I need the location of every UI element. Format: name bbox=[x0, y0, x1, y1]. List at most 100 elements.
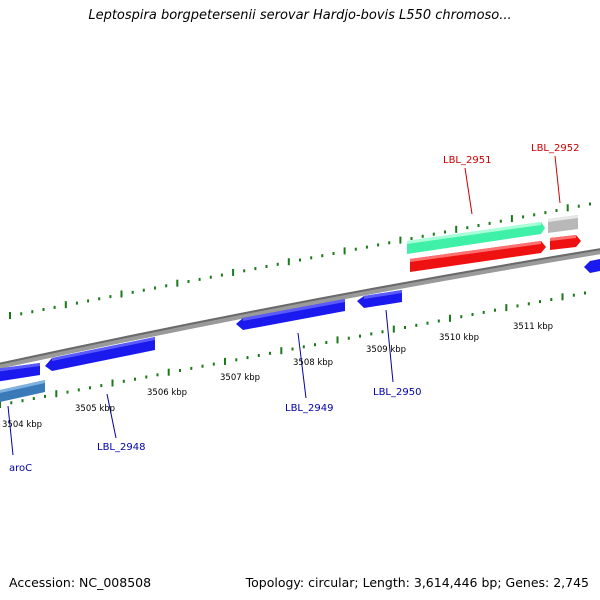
upper-scale-tick bbox=[187, 280, 190, 283]
upper-scale-tick bbox=[254, 267, 257, 271]
gene-label-aroC[interactable]: aroC bbox=[9, 463, 32, 474]
scale-labels: 3504 kbp 3505 kbp 3506 kbp 3507 kbp 3508… bbox=[2, 322, 553, 430]
genome-summary-text: Topology: circular; Length: 3,614,446 bp… bbox=[245, 575, 589, 590]
upper-scale-tick bbox=[444, 230, 446, 234]
gene-label-LBL_2949[interactable]: LBL_2949 bbox=[285, 403, 333, 414]
upper-scale-tick bbox=[154, 286, 156, 290]
upper-scale-tick bbox=[466, 226, 469, 230]
upper-scale-tick bbox=[75, 301, 78, 305]
upper-scale-tick bbox=[399, 236, 402, 244]
upper-scale-tick bbox=[455, 225, 458, 233]
gene-arrow-right-edge[interactable] bbox=[584, 258, 600, 273]
lower-scale-tick bbox=[257, 354, 260, 357]
upper-scale-tick bbox=[198, 277, 201, 281]
upper-scale-tick bbox=[522, 215, 525, 219]
scale-label-3504: 3504 kbp bbox=[2, 420, 42, 430]
lower-scale-tick bbox=[190, 366, 193, 370]
lower-scale-tick bbox=[122, 379, 125, 383]
gene-arrow-LBL_2951[interactable] bbox=[410, 241, 546, 272]
chromosome-backbone bbox=[0, 248, 600, 369]
upper-scale-tick bbox=[64, 301, 67, 309]
lower-scale-tick bbox=[77, 388, 80, 392]
upper-scale-tick bbox=[354, 247, 357, 251]
lower-scale-tick bbox=[44, 394, 46, 398]
upper-scale-tick bbox=[276, 262, 279, 266]
upper-scale-tick bbox=[9, 312, 11, 319]
lower-scale-tick bbox=[460, 315, 463, 319]
label-leader-lines bbox=[7, 155, 561, 456]
upper-scale-tick bbox=[555, 209, 558, 212]
lower-scale-tick bbox=[347, 336, 350, 340]
lower-scale-tick bbox=[224, 357, 226, 365]
forward-strand-genes bbox=[407, 215, 581, 272]
upper-scale-tick bbox=[589, 202, 591, 206]
gene-label-LBL_2951[interactable]: LBL_2951 bbox=[443, 155, 491, 166]
upper-scale-tick bbox=[232, 268, 235, 276]
upper-scale-ruler bbox=[9, 202, 591, 319]
lower-scale-tick bbox=[32, 397, 35, 400]
gene-arrow-LBL_2952-pseudo[interactable] bbox=[548, 215, 578, 233]
lower-scale-tick bbox=[550, 298, 553, 301]
gene-label-LBL_2950[interactable]: LBL_2950 bbox=[373, 387, 421, 398]
lower-scale-tick bbox=[21, 399, 24, 403]
lower-scale-ruler bbox=[0, 291, 586, 408]
gene-arrow-aroC-upstream[interactable] bbox=[0, 363, 40, 382]
lower-scale-tick bbox=[212, 362, 215, 366]
upper-scale-tick bbox=[544, 211, 547, 215]
upper-scale-tick bbox=[220, 273, 223, 277]
lower-scale-tick bbox=[561, 293, 564, 301]
gene-arrow-aroC[interactable] bbox=[0, 380, 45, 402]
gene-arrow-LBL_2951-rrna[interactable] bbox=[407, 222, 545, 254]
lower-scale-tick bbox=[392, 325, 395, 333]
lower-scale-tick bbox=[471, 313, 474, 316]
gene-label-LBL_2948[interactable]: LBL_2948 bbox=[97, 442, 145, 453]
scale-label-3509: 3509 kbp bbox=[366, 345, 406, 355]
upper-scale-tick bbox=[410, 237, 413, 240]
upper-scale-tick bbox=[165, 284, 168, 288]
upper-scale-tick bbox=[477, 224, 480, 227]
upper-scale-tick bbox=[499, 219, 502, 223]
upper-scale-tick bbox=[321, 254, 324, 258]
gene-arrow-LBL_2952[interactable] bbox=[550, 235, 581, 250]
gene-arrow-LBL_2948[interactable] bbox=[45, 337, 155, 371]
upper-scale-tick bbox=[533, 213, 536, 217]
upper-scale-tick bbox=[287, 258, 290, 266]
scale-label-3511: 3511 kbp bbox=[513, 322, 553, 332]
lower-scale-tick bbox=[426, 321, 429, 325]
lower-scale-tick bbox=[359, 334, 361, 338]
lower-scale-tick bbox=[381, 330, 384, 334]
gene-arrow-LBL_2950[interactable] bbox=[357, 290, 402, 308]
reverse-strand-genes bbox=[0, 258, 600, 402]
lower-scale-tick bbox=[527, 302, 530, 306]
upper-scale-tick bbox=[577, 204, 580, 208]
lower-scale-tick bbox=[235, 358, 238, 362]
lower-scale-tick bbox=[156, 373, 159, 377]
upper-scale-tick bbox=[53, 305, 56, 309]
lower-scale-tick bbox=[572, 293, 575, 297]
scale-label-3506: 3506 kbp bbox=[147, 388, 187, 398]
lower-scale-tick bbox=[302, 345, 305, 349]
upper-scale-tick bbox=[343, 247, 346, 255]
lower-scale-tick bbox=[336, 336, 339, 344]
upper-scale-tick bbox=[299, 258, 301, 262]
map-title: Leptospira borgpetersenii serovar Hardjo… bbox=[88, 8, 512, 23]
lower-scale-tick bbox=[145, 375, 148, 379]
upper-scale-tick bbox=[87, 299, 90, 303]
lower-scale-tick bbox=[539, 300, 541, 304]
upper-scale-tick bbox=[365, 245, 368, 249]
upper-scale-tick bbox=[388, 241, 391, 245]
scale-label-3508: 3508 kbp bbox=[293, 358, 333, 368]
lower-scale-tick bbox=[325, 341, 328, 344]
scale-label-3505: 3505 kbp bbox=[75, 404, 115, 414]
lower-scale-tick bbox=[494, 308, 496, 312]
gene-label-LBL_2952[interactable]: LBL_2952 bbox=[531, 143, 579, 154]
lower-scale-tick bbox=[134, 377, 136, 381]
upper-scale-tick bbox=[176, 279, 179, 287]
upper-scale-tick bbox=[42, 308, 45, 311]
upper-scale-tick bbox=[488, 221, 491, 225]
lower-scale-tick bbox=[280, 347, 283, 355]
upper-scale-tick bbox=[566, 204, 569, 212]
gene-arrow-LBL_2949[interactable] bbox=[236, 299, 345, 330]
upper-scale-tick bbox=[98, 297, 101, 301]
